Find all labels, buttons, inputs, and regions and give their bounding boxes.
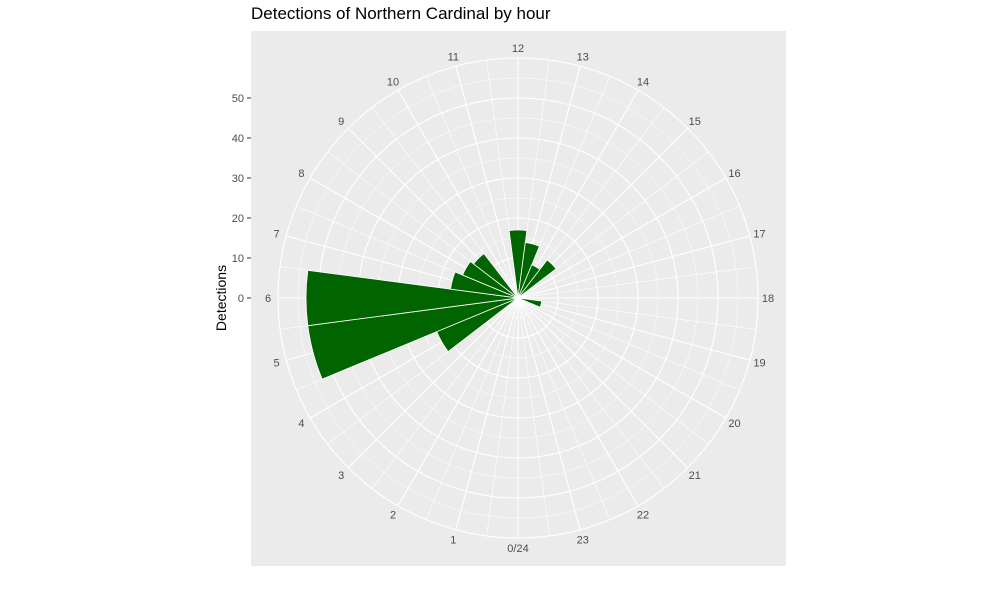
hour-label: 15: [689, 116, 701, 128]
hour-label: 1: [450, 534, 456, 546]
hour-label: 18: [762, 293, 774, 305]
hour-label: 17: [753, 228, 765, 240]
hour-label: 23: [577, 534, 589, 546]
hour-label: 21: [689, 470, 701, 482]
y-tick-label: 0: [238, 293, 244, 305]
bar-hour-15: [517, 259, 557, 299]
hour-label: 20: [728, 418, 740, 430]
y-axis: 0 10 20 30 40 50: [232, 93, 251, 305]
bars: [305, 229, 557, 380]
grid-ring-outer: [277, 57, 759, 539]
hour-label: 19: [753, 358, 765, 370]
bar-hour-7: [450, 271, 519, 299]
hour-labels: 0/24123456789101112131415161718192021222…: [265, 43, 774, 555]
y-tick-label: 50: [232, 93, 244, 105]
bar-hour-9: [473, 253, 519, 299]
hour-label: 14: [637, 76, 649, 88]
hour-label: 2: [390, 510, 396, 522]
bar-hour-8: [462, 260, 519, 299]
bar-hour-12: [508, 229, 528, 299]
hour-label: 5: [273, 358, 279, 370]
hour-label: 22: [637, 510, 649, 522]
chart-title: Detections of Northern Cardinal by hour: [251, 4, 551, 23]
hour-label: 3: [338, 470, 344, 482]
hour-label: 9: [338, 116, 344, 128]
hour-label: 13: [577, 52, 589, 64]
y-tick-label: 30: [232, 173, 244, 185]
y-tick-label: 10: [232, 253, 244, 265]
hour-label: 8: [298, 168, 304, 180]
hour-label: 4: [298, 418, 304, 430]
bar-hour-19: [517, 297, 543, 308]
y-tick-label: 20: [232, 213, 244, 225]
y-tick-label: 40: [232, 133, 244, 145]
hour-label: 16: [728, 168, 740, 180]
bar-hour-6: [305, 269, 519, 327]
hour-label: 12: [512, 43, 524, 55]
hour-label: 0/24: [507, 543, 528, 555]
hour-label: 6: [265, 293, 271, 305]
hour-label: 7: [273, 228, 279, 240]
hour-label: 10: [387, 76, 399, 88]
grid-ring-minor: [297, 77, 739, 519]
hour-label: 11: [448, 52, 459, 64]
